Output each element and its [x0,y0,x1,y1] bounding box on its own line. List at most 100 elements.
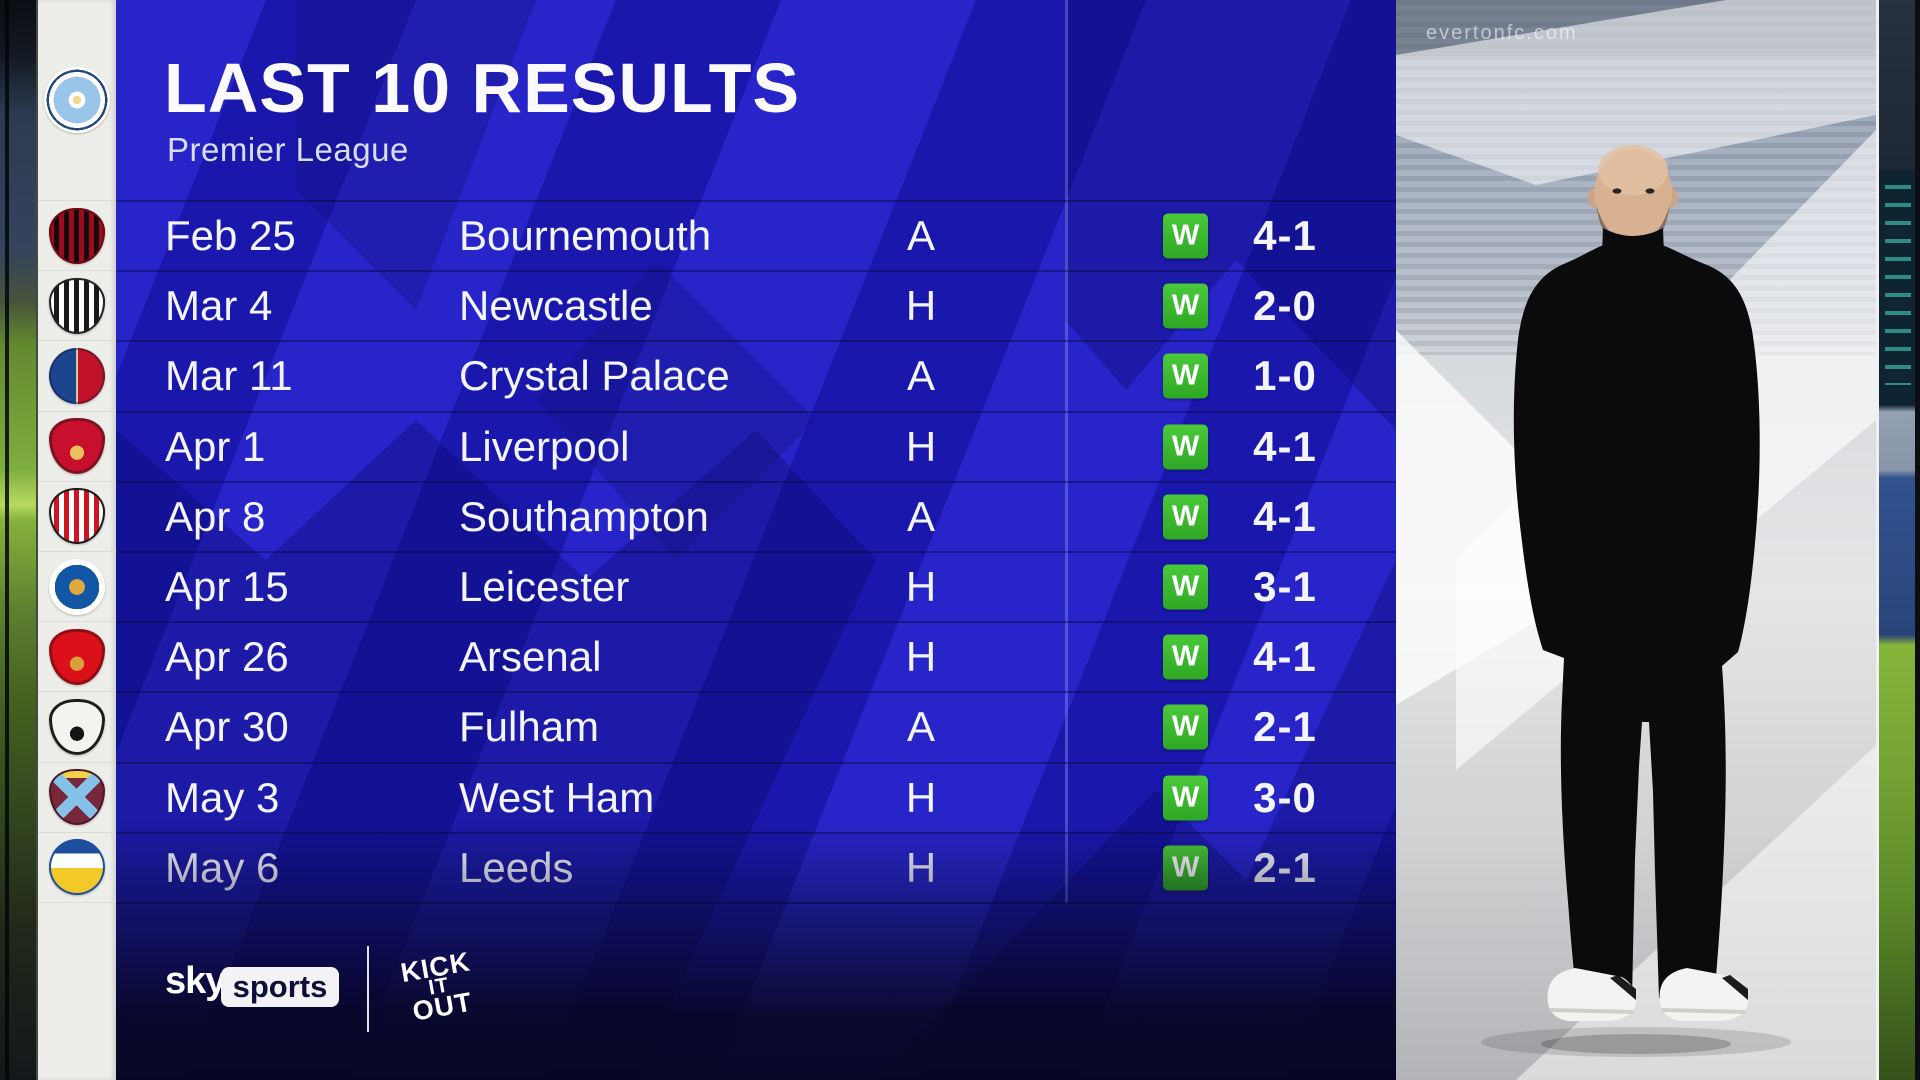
manager-photo-panel: evertonfc.com [1396,0,1876,1080]
results-table: Feb 25 Bournemouth A W 4-1 Mar 4 Newcast… [116,200,1396,904]
result-row: May 3 West Ham H W 3-0 [116,761,1396,832]
sports-logo-text: sports [232,969,328,1004]
result-letter: W [1171,289,1200,322]
result-letter: W [1171,430,1200,463]
fulham-crest-icon [49,698,105,755]
match-date: Feb 25 [165,212,296,260]
result-row: Feb 25 Bournemouth A W 4-1 [116,200,1396,270]
crest-cell [38,551,116,621]
result-letter: W [1171,781,1200,814]
win-badge: W [1163,704,1208,750]
crest-cell-empty [38,902,116,1080]
crest-cell [38,200,116,270]
result-row: Mar 4 Newcastle H W 2-0 [116,270,1396,340]
footer-logos: sky sports KICK IT OUT [116,938,636,1038]
win-badge: W [1163,564,1208,610]
match-score: 2-1 [1253,843,1317,891]
opponent-name: Southampton [459,492,709,540]
crest-cell [38,340,116,410]
win-badge: W [1163,283,1208,329]
win-badge: W [1163,634,1208,680]
page-title: LAST 10 RESULTS [164,49,801,127]
newcastle-crest-icon [49,277,105,334]
match-date: Apr 1 [165,422,266,470]
match-score: 4-1 [1253,212,1317,260]
win-badge: W [1163,213,1208,259]
result-letter: W [1171,359,1200,392]
venue-indicator: H [905,773,937,821]
match-score: 2-1 [1253,703,1317,751]
sky-logo: sky [165,960,226,1002]
crest-cell [38,621,116,691]
match-date: Apr 30 [165,703,289,751]
southampton-crest-icon [49,488,105,545]
sky-sports-logo-box: sports [221,967,339,1007]
result-letter: W [1171,710,1200,743]
crystal-palace-crest-icon [49,347,105,404]
opponent-name: Crystal Palace [459,352,730,400]
opponent-name: Arsenal [459,633,602,681]
win-badge: W [1163,845,1208,891]
manager-figure [1481,145,1791,1057]
venue-indicator: H [905,633,937,681]
venue-indicator: A [906,492,935,540]
west-ham-crest-icon [49,769,105,826]
venue-indicator: A [906,703,935,751]
result-row: Apr 8 Southampton A W 4-1 [116,480,1396,551]
opponent-name: Liverpool [459,422,630,470]
opponent-name: Newcastle [459,282,653,330]
venue-indicator: H [905,843,937,891]
logo-separator [367,946,369,1032]
crest-cell [38,270,116,340]
match-date: Mar 11 [165,352,293,400]
result-letter: W [1171,500,1200,533]
venue-indicator: A [906,212,935,260]
result-row: Apr 15 Leicester H W 3-1 [116,550,1396,621]
match-score: 1-0 [1253,352,1317,400]
crest-cell [38,831,116,902]
crest-cell [38,761,116,832]
opponent-name: Leeds [459,843,574,891]
match-score: 4-1 [1253,492,1317,540]
opponent-name: Leicester [459,563,630,611]
result-letter: W [1171,851,1200,884]
venue-indicator: A [906,352,935,400]
venue-indicator: H [905,422,937,470]
bournemouth-crest-icon [49,207,105,264]
match-date: May 3 [165,773,280,821]
opponent-name: West Ham [459,773,655,821]
win-badge: W [1163,775,1208,821]
match-score: 4-1 [1253,422,1317,470]
match-score: 2-0 [1253,282,1317,330]
win-badge: W [1163,424,1208,470]
competition-subtitle: Premier League [167,131,409,168]
match-date: Apr 26 [165,633,289,681]
liverpool-crest-icon [49,418,105,475]
result-row: Apr 1 Liverpool H W 4-1 [116,410,1396,481]
result-row: Apr 26 Arsenal H W 4-1 [116,621,1396,691]
crest-cell [38,691,116,761]
match-date: May 6 [165,843,280,891]
crest-cell [38,410,116,481]
match-score: 3-1 [1253,563,1317,611]
crest-strip [38,0,116,1080]
result-letter: W [1171,640,1200,673]
kick-it-out-line: OUT [410,986,475,1027]
win-badge: W [1163,353,1208,399]
crest-cell [38,480,116,551]
match-score: 3-0 [1253,773,1317,821]
result-letter: W [1171,219,1200,252]
match-date: Apr 15 [165,563,289,611]
leeds-crest-icon [49,839,105,896]
result-row: Mar 11 Crystal Palace A W 1-0 [116,340,1396,410]
result-row: Apr 30 Fulham A W 2-1 [116,691,1396,761]
match-date: Apr 8 [165,492,266,540]
left-video-sliver [0,0,38,1080]
right-video-sliver [1876,0,1920,1080]
venue-indicator: H [905,563,937,611]
manchester-city-crest-icon [44,67,110,133]
result-letter: W [1171,570,1200,603]
opponent-name: Bournemouth [459,212,712,260]
win-badge: W [1163,494,1208,540]
